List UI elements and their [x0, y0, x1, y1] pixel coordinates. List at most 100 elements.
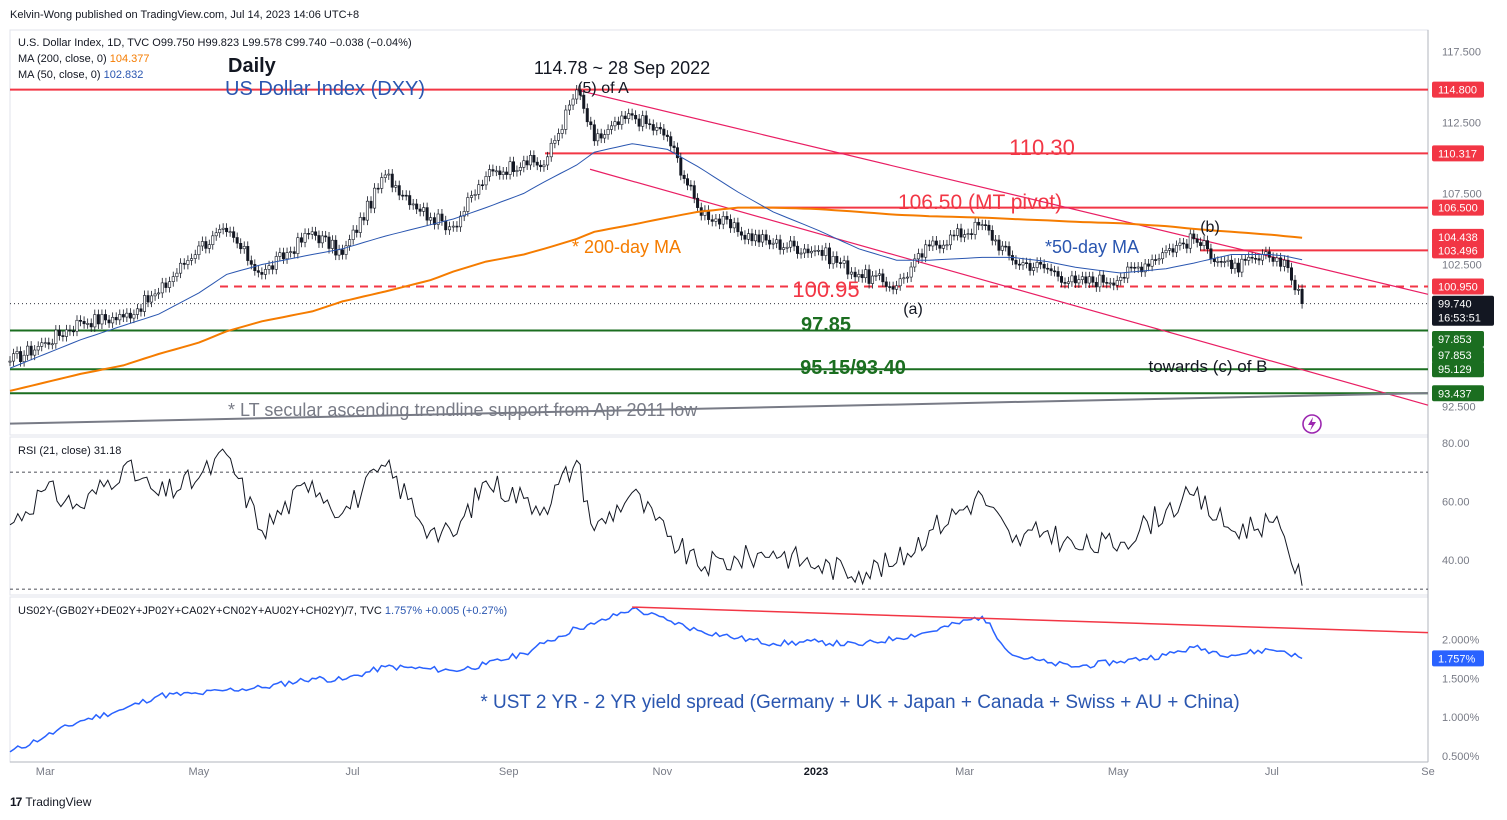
candle-up: [948, 234, 952, 246]
candle-down: [934, 240, 938, 246]
candle-up: [916, 253, 920, 260]
candle-up: [857, 274, 861, 278]
candle-up: [50, 343, 54, 346]
spread-legend[interactable]: US02Y-(GB02Y+DE02Y+JP02Y+CA02Y+CN02Y+AU0…: [18, 605, 507, 617]
candle-up: [515, 170, 519, 172]
candle-up: [1070, 275, 1074, 283]
candle-down: [1300, 289, 1304, 304]
candle-up: [1164, 249, 1168, 254]
candle-down: [658, 127, 662, 130]
candle-up: [436, 213, 440, 225]
candle-down: [532, 155, 536, 163]
candle-up: [263, 269, 267, 275]
candle-up: [171, 276, 175, 282]
candle-down: [404, 194, 408, 197]
candle-down: [820, 249, 824, 256]
candle-down: [491, 169, 495, 172]
candle-up: [8, 360, 12, 363]
candle-up: [132, 314, 136, 319]
candle-up: [789, 240, 793, 248]
candle-down: [757, 234, 761, 243]
candle-down: [235, 237, 239, 244]
candle-up: [877, 273, 881, 276]
candle-down: [952, 234, 956, 237]
candle-up: [994, 239, 998, 242]
candle-down: [792, 240, 796, 247]
candle-up: [553, 140, 557, 144]
rsi-legend[interactable]: RSI (21, close) 31.18: [18, 445, 121, 457]
candle-up: [344, 245, 348, 255]
candle-down: [314, 231, 318, 236]
candle-up: [320, 235, 324, 244]
candle-down: [884, 281, 888, 287]
tradingview-footer[interactable]: 17 TradingView: [10, 795, 91, 809]
candle-up: [1174, 245, 1178, 253]
ma50-legend[interactable]: MA (50, close, 0) 102.832: [18, 69, 143, 81]
candle-down: [397, 185, 401, 196]
spread-legend-value: 1.757%: [384, 605, 423, 617]
svg-text:114.800: 114.800: [1438, 85, 1477, 97]
candle-down: [778, 239, 782, 250]
candle-up: [905, 276, 909, 279]
candle-up: [813, 249, 817, 252]
candle-up: [330, 239, 334, 249]
rsi-axis-tick: 40.00: [1442, 555, 1470, 567]
candle-up: [627, 113, 631, 120]
price-tag: 100.950: [1432, 278, 1484, 295]
x-axis-tick: May: [189, 766, 210, 778]
candle-down: [585, 108, 589, 123]
candle-down: [881, 273, 885, 283]
candle-down: [281, 252, 285, 260]
candle-up: [1032, 267, 1036, 271]
x-axis-tick: Jul: [346, 766, 360, 778]
candle-up: [267, 265, 271, 270]
spread-axis-tick: 1.500%: [1442, 673, 1480, 685]
spread-line: [9, 606, 1303, 753]
candle-down: [204, 241, 208, 249]
candle-up: [1087, 276, 1091, 284]
candle-down: [1056, 271, 1060, 277]
candle-up: [909, 266, 913, 278]
title-name: US Dollar Index (DXY): [225, 78, 425, 100]
candle-up: [575, 89, 579, 100]
candle-down: [675, 147, 679, 159]
candle-up: [193, 254, 197, 259]
candle-down: [1212, 258, 1216, 263]
candle-down: [232, 231, 236, 238]
candle-up: [118, 314, 122, 321]
candle-down: [164, 282, 168, 288]
candle-up: [1136, 266, 1140, 269]
candle-down: [750, 233, 754, 242]
candle-up: [289, 251, 293, 253]
symbol-legend[interactable]: U.S. Dollar Index, 1D, TVC O99.750 H99.8…: [18, 37, 412, 49]
candle-down: [1154, 259, 1158, 261]
publisher-line: Kelvin-Wong published on TradingView.com…: [10, 9, 360, 21]
candle-up: [358, 217, 362, 233]
candle-down: [1171, 248, 1175, 253]
candle-up: [86, 323, 90, 325]
candle-down: [146, 295, 150, 303]
candle-up: [473, 194, 477, 196]
candle-up: [567, 104, 571, 111]
candle-up: [956, 228, 960, 236]
candle-up: [1216, 261, 1220, 263]
candle-up: [100, 314, 104, 325]
ma200-legend[interactable]: MA (200, close, 0) 104.377: [18, 53, 149, 65]
candle-up: [902, 277, 906, 280]
candle-down: [835, 256, 839, 263]
candle-down: [1014, 259, 1018, 265]
candle-up: [895, 285, 899, 290]
candle-down: [1060, 276, 1064, 283]
candle-up: [746, 233, 750, 240]
lightning-alert-icon[interactable]: [1302, 414, 1322, 434]
candle-up: [285, 252, 289, 260]
candle-up: [394, 185, 398, 188]
candle-up: [831, 256, 835, 265]
candle-up: [714, 218, 718, 222]
candle-down: [1084, 276, 1088, 284]
candle-up: [278, 252, 282, 257]
svg-text:97.853: 97.853: [1438, 350, 1472, 362]
candle-down: [1133, 266, 1137, 269]
candle-up: [529, 155, 533, 166]
